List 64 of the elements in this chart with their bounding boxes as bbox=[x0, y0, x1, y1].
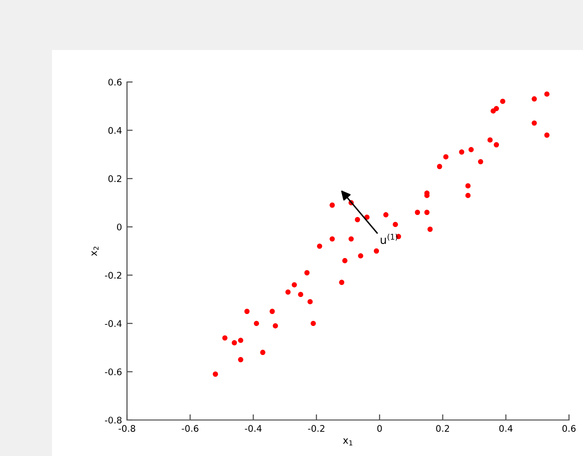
point bbox=[383, 212, 388, 218]
point bbox=[304, 270, 310, 276]
point bbox=[478, 159, 484, 164]
point bbox=[339, 280, 344, 285]
point bbox=[272, 323, 278, 328]
point bbox=[500, 98, 506, 104]
y-tick-label: -0.8 bbox=[104, 416, 122, 424]
point bbox=[392, 222, 398, 228]
point bbox=[544, 91, 550, 97]
point bbox=[298, 292, 304, 298]
x-tick-label: 0.6 bbox=[562, 425, 576, 432]
y-tick-label: -0.6 bbox=[104, 368, 122, 376]
point bbox=[436, 164, 442, 170]
point bbox=[374, 248, 380, 254]
point bbox=[316, 244, 322, 249]
point bbox=[310, 320, 316, 326]
y-tick-label: 0 bbox=[116, 224, 122, 230]
point bbox=[427, 226, 433, 232]
point bbox=[358, 253, 364, 258]
y-tick-label: -0.2 bbox=[104, 272, 122, 279]
point bbox=[487, 137, 493, 143]
point bbox=[468, 147, 474, 152]
y-tick-label: -0.4 bbox=[104, 320, 122, 327]
y-tick-label: 0.4 bbox=[108, 127, 122, 134]
x-tick-label: -0.2 bbox=[308, 425, 324, 432]
point bbox=[285, 289, 291, 295]
y-tick-label: 0.6 bbox=[108, 78, 122, 86]
point bbox=[330, 202, 335, 208]
point bbox=[244, 308, 250, 314]
x-tick-label: -0.8 bbox=[118, 425, 136, 432]
point bbox=[465, 183, 471, 188]
point bbox=[238, 338, 244, 343]
point bbox=[238, 357, 244, 362]
point bbox=[494, 106, 499, 112]
point bbox=[260, 350, 266, 355]
point bbox=[414, 210, 420, 215]
point bbox=[443, 154, 448, 160]
point bbox=[424, 210, 430, 215]
y-axis-title: x$_{2}$ bbox=[92, 246, 99, 256]
x-tick-label: -0.4 bbox=[244, 425, 262, 432]
point bbox=[342, 258, 348, 264]
y-tick-label: 0.2 bbox=[108, 175, 122, 182]
point bbox=[254, 320, 260, 326]
point bbox=[465, 192, 471, 198]
point bbox=[459, 149, 464, 155]
point bbox=[532, 120, 537, 126]
point bbox=[354, 217, 360, 222]
x-tick-label: -0.6 bbox=[182, 425, 198, 432]
point bbox=[308, 299, 313, 304]
x-tick-label: 0.2 bbox=[436, 425, 449, 432]
point bbox=[532, 96, 537, 102]
point bbox=[270, 308, 275, 314]
point bbox=[544, 132, 550, 138]
point bbox=[222, 335, 228, 341]
x-tick-label: 0 bbox=[377, 425, 382, 432]
point bbox=[292, 282, 297, 288]
point bbox=[212, 372, 218, 377]
point bbox=[330, 236, 335, 242]
point bbox=[348, 236, 354, 242]
annotation: u$^{(1)}$ bbox=[380, 234, 398, 244]
x-axis-title: x$_{1}$ bbox=[343, 438, 352, 446]
point bbox=[494, 142, 499, 148]
point bbox=[232, 340, 237, 346]
x-tick-label: 0.4 bbox=[499, 425, 513, 432]
